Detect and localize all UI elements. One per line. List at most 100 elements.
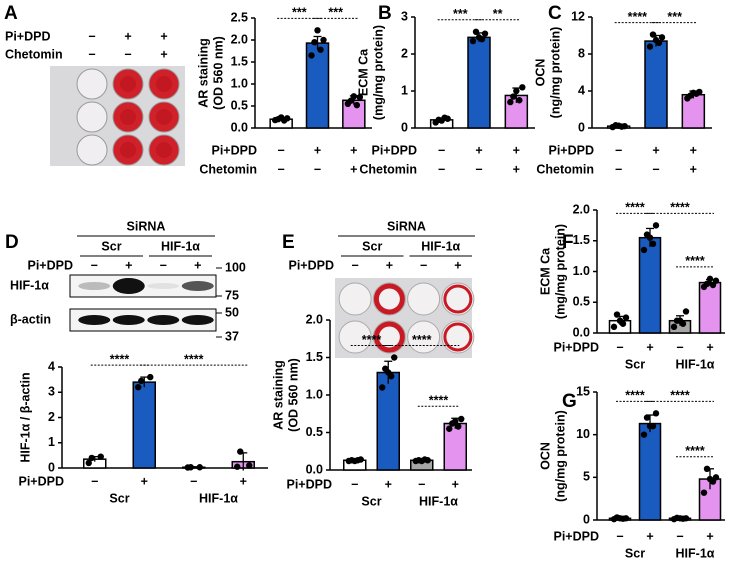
- band-label: β-actin: [10, 312, 51, 326]
- significance-label: ****: [625, 201, 645, 215]
- sign: −: [314, 162, 321, 176]
- y-tick-label: 2.0: [306, 312, 323, 326]
- significance-label: ****: [110, 352, 130, 366]
- band: [112, 315, 145, 325]
- y-tick-label: 0.5: [306, 425, 323, 439]
- significance-label: **: [493, 7, 503, 21]
- well-center: [120, 76, 136, 92]
- panel-letter: F: [562, 232, 574, 253]
- sign: +: [350, 143, 357, 157]
- bar: [644, 40, 668, 129]
- y-axis-label: AR staining: [271, 360, 285, 429]
- y-tick-label: 0.0: [573, 325, 590, 339]
- band: [78, 315, 111, 325]
- sign: −: [351, 477, 358, 491]
- data-point: [418, 457, 425, 465]
- band: [112, 278, 145, 294]
- sign: +: [646, 340, 653, 354]
- sign: −: [676, 529, 683, 543]
- y-axis-label: (OD 560 nm): [211, 36, 225, 110]
- y-tick-label: 4: [48, 359, 55, 373]
- data-point: [438, 117, 445, 124]
- data-point: [700, 489, 708, 496]
- y-tick-label: 2.0: [231, 32, 248, 46]
- data-point: [643, 414, 651, 421]
- well: [407, 282, 441, 316]
- well-center: [156, 76, 172, 92]
- y-tick-label: 1.5: [573, 233, 590, 247]
- y-axis-label: (mg/mg protein): [553, 224, 567, 319]
- well-ring: [373, 283, 405, 315]
- data-point: [516, 97, 523, 104]
- y-axis-label: (ng/mg protein): [548, 27, 562, 119]
- data-point: [237, 448, 244, 455]
- data-point: [85, 459, 92, 467]
- data-point: [234, 463, 241, 470]
- data-point: [649, 31, 657, 38]
- panel-letter: C: [548, 3, 562, 24]
- data-point: [317, 46, 324, 53]
- y-axis-label: ECM Ca: [356, 48, 370, 96]
- panel-letter: E: [282, 232, 295, 253]
- data-point: [519, 84, 526, 91]
- data-point: [615, 122, 622, 129]
- significance-label: ****: [670, 201, 690, 215]
- sign: +: [385, 477, 392, 491]
- y-tick-label: 12: [571, 9, 585, 23]
- sign: −: [351, 258, 358, 272]
- data-point: [640, 246, 648, 254]
- data-point: [88, 454, 95, 462]
- sign: +: [240, 474, 247, 488]
- bar: [698, 281, 722, 334]
- data-point: [379, 384, 386, 391]
- data-point: [475, 34, 483, 41]
- well-ring: [443, 284, 473, 314]
- group-label: Scr: [109, 491, 129, 505]
- data-point: [138, 377, 145, 385]
- condition-label: Chetomin: [359, 162, 417, 176]
- well-center: [120, 142, 136, 158]
- y-tick-label: 1.0: [231, 76, 248, 90]
- sign: +: [124, 29, 131, 43]
- y-tick-label: 10: [576, 427, 590, 441]
- y-axis-label: OCN: [538, 442, 552, 470]
- band: [78, 282, 111, 290]
- data-point: [706, 475, 714, 483]
- marker-label: 37: [225, 329, 239, 343]
- data-point: [616, 317, 624, 324]
- header: SiRNA: [127, 219, 166, 233]
- condition-label: Pi+DPD: [286, 477, 332, 491]
- panel-letter: B: [378, 3, 392, 24]
- y-tick-label: 1: [48, 435, 55, 449]
- y-tick-label: 0.0: [306, 462, 323, 476]
- well: [76, 134, 108, 166]
- data-point: [147, 373, 154, 381]
- significance-label: ****: [625, 389, 645, 403]
- sign: −: [616, 529, 623, 543]
- data-point: [649, 240, 657, 248]
- sign: −: [438, 143, 445, 157]
- y-tick-label: 1.0: [306, 387, 323, 401]
- row-label: Pi+DPD: [288, 258, 334, 272]
- sign: +: [386, 258, 393, 272]
- well: [76, 68, 108, 100]
- data-point: [652, 36, 660, 44]
- data-point: [356, 94, 364, 101]
- y-tick-label: 4: [578, 83, 585, 97]
- well: [76, 101, 108, 133]
- data-point: [646, 234, 654, 241]
- group-label: HIF-1α: [421, 239, 460, 253]
- sign: +: [513, 143, 520, 157]
- y-tick-label: 0: [48, 460, 55, 474]
- sign: +: [706, 340, 713, 354]
- sign: −: [190, 474, 197, 488]
- data-point: [709, 281, 717, 289]
- data-point: [676, 515, 684, 522]
- y-tick-label: 1.5: [231, 54, 248, 68]
- sign: +: [706, 529, 713, 543]
- sign: +: [646, 529, 653, 543]
- well-ring: [443, 322, 473, 352]
- y-tick-label: 0.0: [231, 120, 248, 134]
- significance-label: ****: [628, 10, 648, 24]
- y-tick-label: 2: [48, 410, 55, 424]
